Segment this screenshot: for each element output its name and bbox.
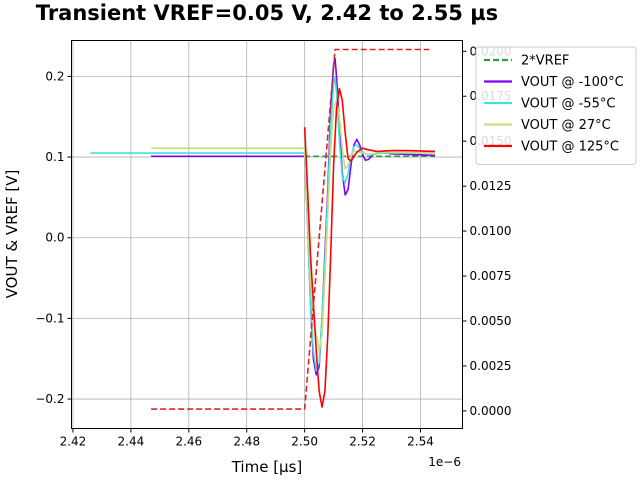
y-tick-label-left: 0.0 [45,231,64,245]
x-tick-label: 2.44 [118,435,145,449]
y-tick-label-left: 0.2 [45,69,64,83]
x-tick-label: 2.52 [349,435,376,449]
y-tick-label-left: −0.2 [35,392,64,406]
x-axis-label: Time [µs] [231,458,303,476]
x-tick-label: 2.42 [60,435,87,449]
plot-frame [71,40,463,429]
y-axis-label: VOUT & VREF [V] [3,170,21,299]
y-tick-label-left: 0.1 [45,150,64,164]
legend: 2*VREF VOUT @ -100°C VOUT @ -55°C VOUT @ 27… [475,46,637,165]
legend-label: VOUT @ -55°C [521,97,615,112]
y-tick-label-right: 0.0050 [470,314,512,328]
x-tick-label: 2.54 [407,435,434,449]
series-line [90,75,435,372]
series-line [151,99,436,352]
y-tick-label-right: 0.0125 [470,179,512,193]
x-tick-label: 2.48 [233,435,260,449]
chart-title: Transient VREF=0.05 V, 2.42 to 2.55 µs [36,1,498,25]
y-tick-label-right: 0.0075 [470,269,512,283]
x-axis: 2.42 2.44 2.46 2.48 2.50 2.52 2.54 [60,428,434,449]
y-tick-label-right: 0.0000 [470,404,512,418]
y-tick-label-right: 0.0100 [470,224,512,238]
legend-label: 2*VREF [521,54,569,69]
y-axis-left: −0.2 −0.1 0.0 0.1 0.2 [35,69,72,406]
legend-box [475,46,637,165]
x-offset-label: 1e−6 [428,455,461,469]
series-line [151,48,430,410]
legend-label: VOUT @ -100°C [521,75,624,90]
x-tick-label: 2.46 [175,435,202,449]
y-tick-label-right: 0.0025 [470,359,512,373]
legend-label: VOUT @ 125°C [521,140,619,155]
series-line [303,87,436,408]
plot-area [90,48,436,410]
series-line [151,57,436,376]
x-tick-label: 2.50 [291,435,318,449]
y-tick-label-left: −0.1 [35,311,64,325]
grid [71,40,463,429]
legend-label: VOUT @ 27°C [521,118,611,133]
